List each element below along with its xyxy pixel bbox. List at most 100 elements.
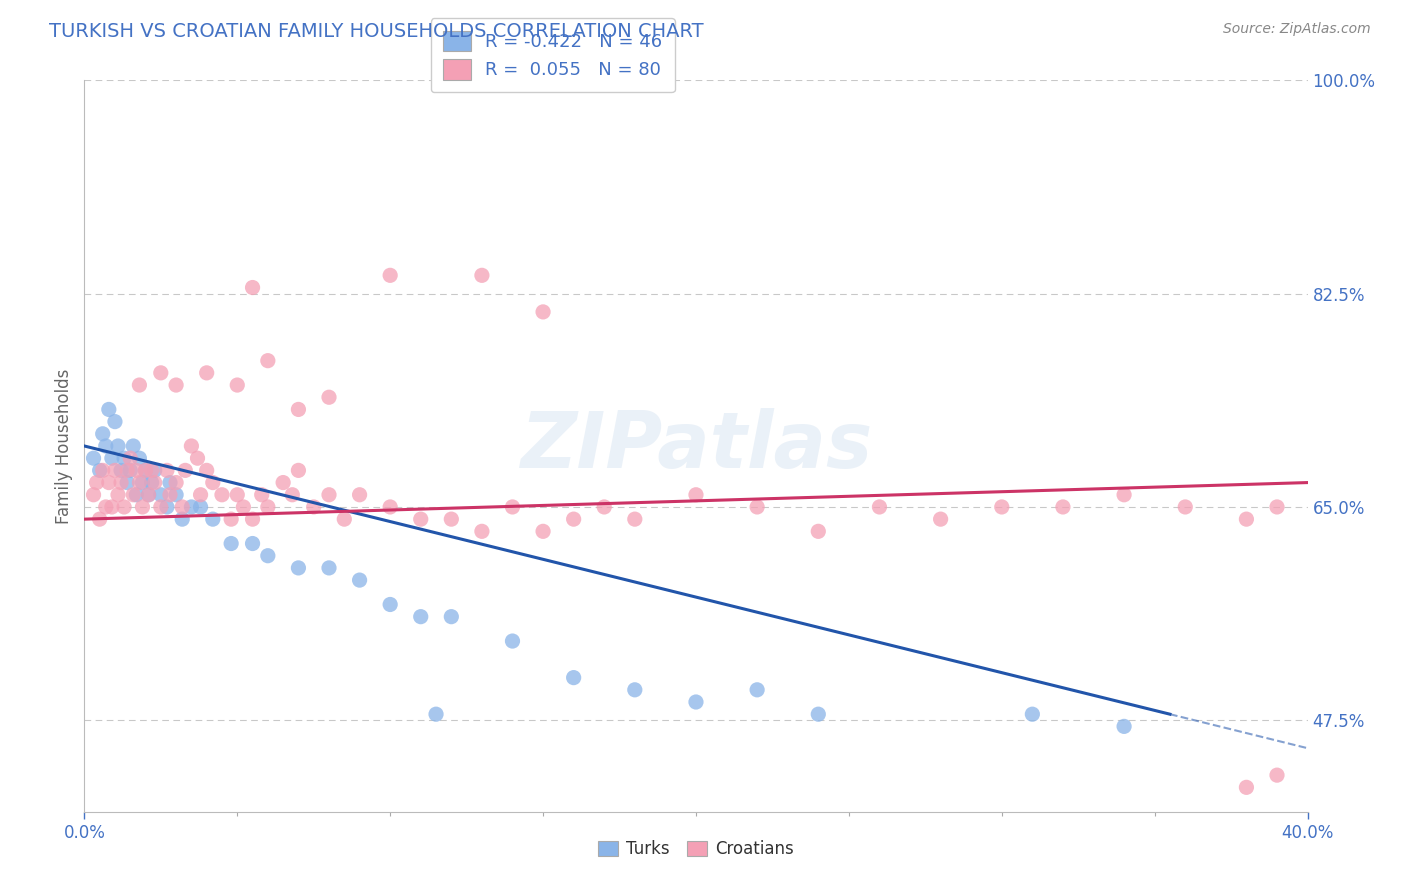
Point (807, 524, 830, 539)
Point (195, 366, 218, 380)
Point (112, 451, 135, 466)
Point (135, 463, 157, 477)
Point (97, 475, 120, 490)
Point (180, 439, 202, 453)
Point (624, 512, 647, 526)
Point (159, 488, 181, 502)
Point (141, 475, 163, 490)
Point (165, 475, 187, 490)
Point (1114, 719, 1136, 733)
Point (747, 682, 769, 697)
Point (380, 598, 402, 612)
Point (94, 500, 117, 514)
Point (156, 500, 179, 514)
Point (128, 451, 150, 466)
Point (83, 451, 105, 466)
Point (287, 463, 309, 477)
Point (149, 500, 172, 514)
Point (242, 536, 264, 550)
Point (180, 500, 202, 514)
Point (190, 488, 212, 502)
Point (531, 305, 554, 319)
Point (226, 378, 249, 392)
Point (122, 439, 145, 453)
Point (141, 463, 163, 477)
Point (1021, 707, 1043, 722)
Point (747, 500, 769, 514)
Point (138, 488, 160, 502)
Y-axis label: Family Households: Family Households (55, 368, 73, 524)
Point (531, 524, 554, 539)
Point (219, 512, 242, 526)
Text: Source: ZipAtlas.com: Source: ZipAtlas.com (1223, 22, 1371, 37)
Point (1236, 780, 1258, 795)
Point (89, 463, 111, 477)
Point (271, 475, 294, 490)
Point (333, 512, 356, 526)
Point (101, 451, 124, 466)
Point (257, 353, 280, 368)
Point (318, 390, 340, 404)
Point (195, 463, 218, 477)
Point (242, 512, 264, 526)
Point (104, 415, 127, 429)
Point (685, 695, 707, 709)
Point (624, 682, 647, 697)
Point (120, 451, 142, 466)
Point (991, 500, 1014, 514)
Point (471, 268, 494, 283)
Point (287, 402, 309, 417)
Point (122, 488, 145, 502)
Point (440, 512, 463, 526)
Point (318, 561, 340, 575)
Point (1265, 500, 1288, 514)
Point (1114, 488, 1136, 502)
Point (91, 426, 114, 441)
Point (110, 463, 132, 477)
Point (242, 280, 264, 294)
Point (143, 463, 166, 477)
Point (593, 500, 616, 514)
Point (1236, 512, 1258, 526)
Point (349, 573, 371, 587)
Point (83, 488, 105, 502)
Legend: Turks, Croatians: Turks, Croatians (598, 840, 794, 858)
Point (502, 500, 524, 514)
Point (281, 488, 304, 502)
Point (97, 402, 120, 417)
Point (186, 451, 208, 466)
Point (174, 463, 197, 477)
Point (380, 500, 402, 514)
Point (201, 512, 224, 526)
Point (138, 488, 160, 502)
Point (302, 500, 325, 514)
Point (190, 500, 212, 514)
Point (562, 671, 585, 685)
Point (156, 463, 179, 477)
Point (287, 561, 309, 575)
Point (807, 707, 830, 722)
Point (149, 366, 172, 380)
Point (94, 439, 117, 453)
Point (86, 475, 108, 490)
Point (685, 488, 707, 502)
Point (869, 500, 891, 514)
Point (120, 463, 142, 477)
Point (89, 512, 111, 526)
Point (1174, 500, 1197, 514)
Point (101, 500, 124, 514)
Point (409, 609, 432, 624)
Point (115, 463, 138, 477)
Point (232, 500, 254, 514)
Point (201, 475, 224, 490)
Point (107, 488, 129, 502)
Point (172, 512, 194, 526)
Point (440, 609, 463, 624)
Point (110, 475, 132, 490)
Point (107, 439, 129, 453)
Point (135, 463, 157, 477)
Point (125, 463, 148, 477)
Point (211, 488, 233, 502)
Text: ZIPatlas: ZIPatlas (520, 408, 872, 484)
Text: TURKISH VS CROATIAN FAMILY HOUSEHOLDS CORRELATION CHART: TURKISH VS CROATIAN FAMILY HOUSEHOLDS CO… (49, 22, 704, 41)
